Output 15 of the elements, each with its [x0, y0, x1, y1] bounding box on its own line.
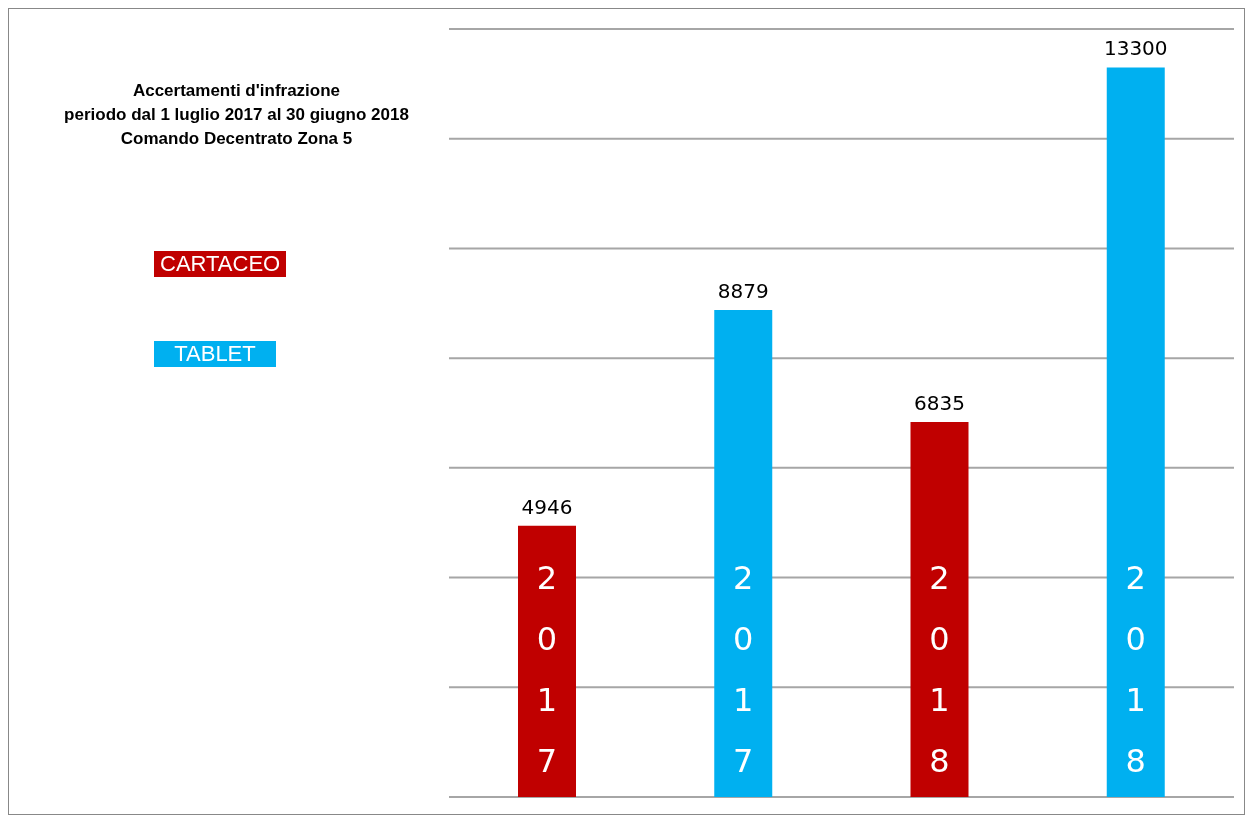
data-label: 4946: [521, 494, 573, 519]
text: Accertamenti d'infrazione periodo dal 1 luglio 2017 al 30 giugno 2018 Comando Decentrato Zona 5: [63, 80, 410, 150]
bar: [1106, 67, 1165, 797]
data-label: 13300: [1103, 36, 1168, 61]
text: CARTACEO: [160, 251, 281, 276]
x-tick-label: 2017: [536, 559, 558, 780]
bar: [518, 525, 576, 797]
x-tick-label: 2018: [929, 559, 950, 780]
x-tick-label: 2018: [1125, 559, 1146, 780]
data-label: 6835: [914, 391, 965, 416]
x-tick-label: 2017: [733, 559, 754, 780]
text: TABLET: [174, 341, 256, 366]
bar: [910, 422, 969, 797]
data-label: 8879: [717, 278, 769, 303]
bar: [714, 309, 773, 797]
